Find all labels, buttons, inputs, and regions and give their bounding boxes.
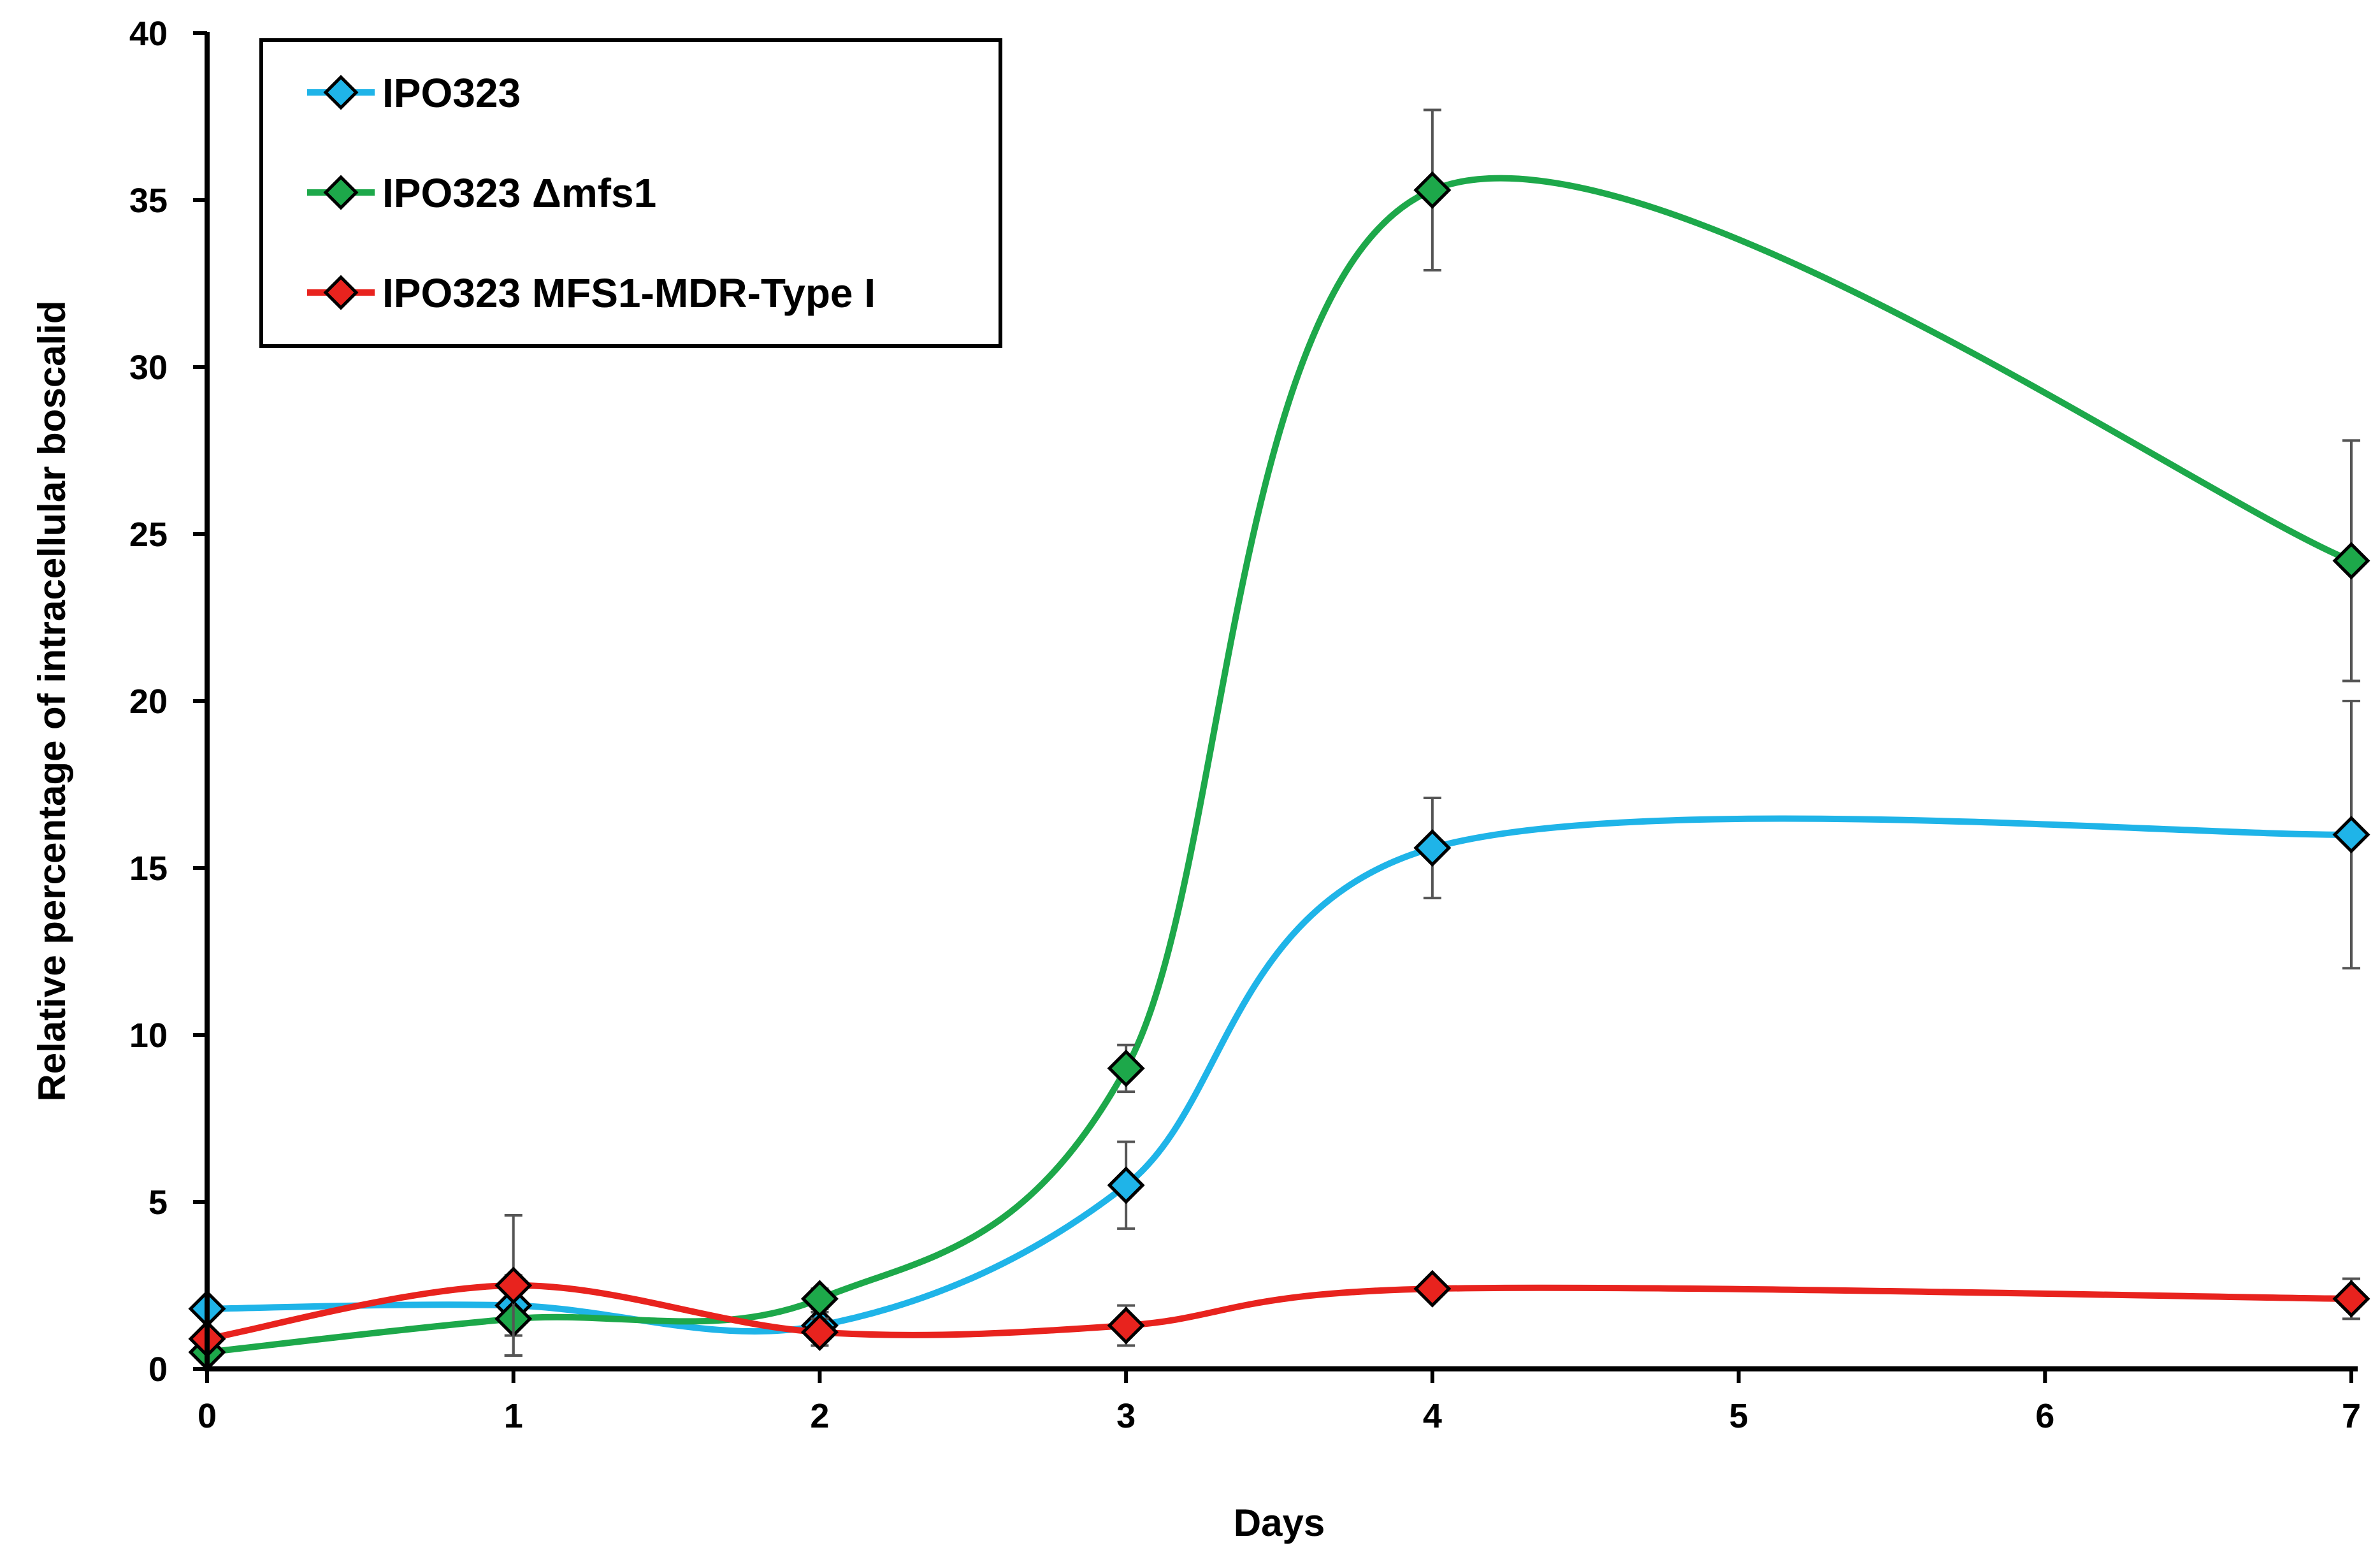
- legend-marker: [323, 275, 359, 310]
- y-tick-label: 35: [129, 182, 168, 220]
- x-tick-label: 6: [2035, 1397, 2054, 1435]
- series-line-ipo323-dmfs1: [204, 175, 2355, 1356]
- legend: IPO323 IPO323 Δmfs1 IPO323 MFS1-MDR-Type I: [259, 38, 1002, 348]
- legend-label: IPO323 Δmfs1: [382, 170, 656, 216]
- y-tick-label: 0: [148, 1350, 168, 1389]
- y-tick-label: 30: [129, 349, 168, 387]
- legend-label: IPO323 MFS1-MDR-Type I: [382, 270, 876, 316]
- legend-label: IPO323: [382, 70, 521, 116]
- legend-box: [259, 38, 1002, 348]
- data-point-ipo323: [1107, 1166, 1145, 1204]
- legend-marker: [323, 75, 359, 110]
- y-tick-label: 25: [129, 516, 168, 554]
- tick-label-layer: 0 1 2 3 4 5 6 7 0 5 10 15 20 25 30 35 40: [129, 15, 2361, 1435]
- data-point-ipo323-dmfs1: [800, 1280, 839, 1318]
- series-line-ipo323: [204, 815, 2355, 1335]
- x-tick-label: 1: [504, 1397, 523, 1435]
- legend-marker: [323, 175, 359, 210]
- axes-layer: [193, 31, 2358, 1383]
- series-line-ipo323-mfs1-mdr-type-i: [204, 1282, 2355, 1342]
- x-tick-label: 3: [1116, 1397, 1136, 1435]
- series-ipo323: [188, 700, 2370, 1345]
- data-point-ipo323-mfs1-mdr-type-i: [1107, 1306, 1145, 1345]
- data-point-ipo323-dmfs1: [2332, 542, 2370, 580]
- legend-item-ipo323-mfs1-mdr-type-i: IPO323 MFS1-MDR-Type I: [307, 270, 876, 316]
- x-tick-label: 4: [1423, 1397, 1442, 1435]
- y-tick-label: 20: [129, 683, 168, 721]
- x-tick-label: 0: [198, 1397, 217, 1435]
- data-point-ipo323-mfs1-mdr-type-i: [1413, 1269, 1452, 1308]
- data-point-ipo323-dmfs1: [1107, 1049, 1145, 1087]
- x-tick-label: 2: [810, 1397, 829, 1435]
- data-point-ipo323: [2332, 816, 2370, 854]
- y-tick-label: 10: [129, 1016, 168, 1055]
- y-axis-title: Relative percentage of intracellular bos…: [31, 300, 73, 1101]
- legend-item-ipo323: IPO323: [307, 70, 521, 116]
- data-point-ipo323-mfs1-mdr-type-i: [800, 1313, 839, 1351]
- data-point-ipo323-mfs1-mdr-type-i: [494, 1266, 533, 1305]
- y-tick-label: 15: [129, 850, 168, 888]
- data-point-ipo323-dmfs1: [1413, 171, 1452, 209]
- legend-item-ipo323-dmfs1: IPO323 Δmfs1: [307, 170, 656, 216]
- series-ipo323-dmfs1: [188, 108, 2370, 1371]
- series-layer: [188, 108, 2370, 1371]
- x-tick-label: 5: [1729, 1397, 1749, 1435]
- data-point-ipo323: [1413, 829, 1452, 867]
- x-axis-title: Days: [1234, 1501, 1325, 1544]
- x-tick-label: 7: [2342, 1397, 2361, 1435]
- series-ipo323-mfs1-mdr-type-i: [188, 1213, 2370, 1358]
- y-tick-label: 40: [129, 15, 168, 53]
- y-tick-label: 5: [148, 1183, 168, 1222]
- data-point-ipo323-mfs1-mdr-type-i: [2332, 1280, 2370, 1318]
